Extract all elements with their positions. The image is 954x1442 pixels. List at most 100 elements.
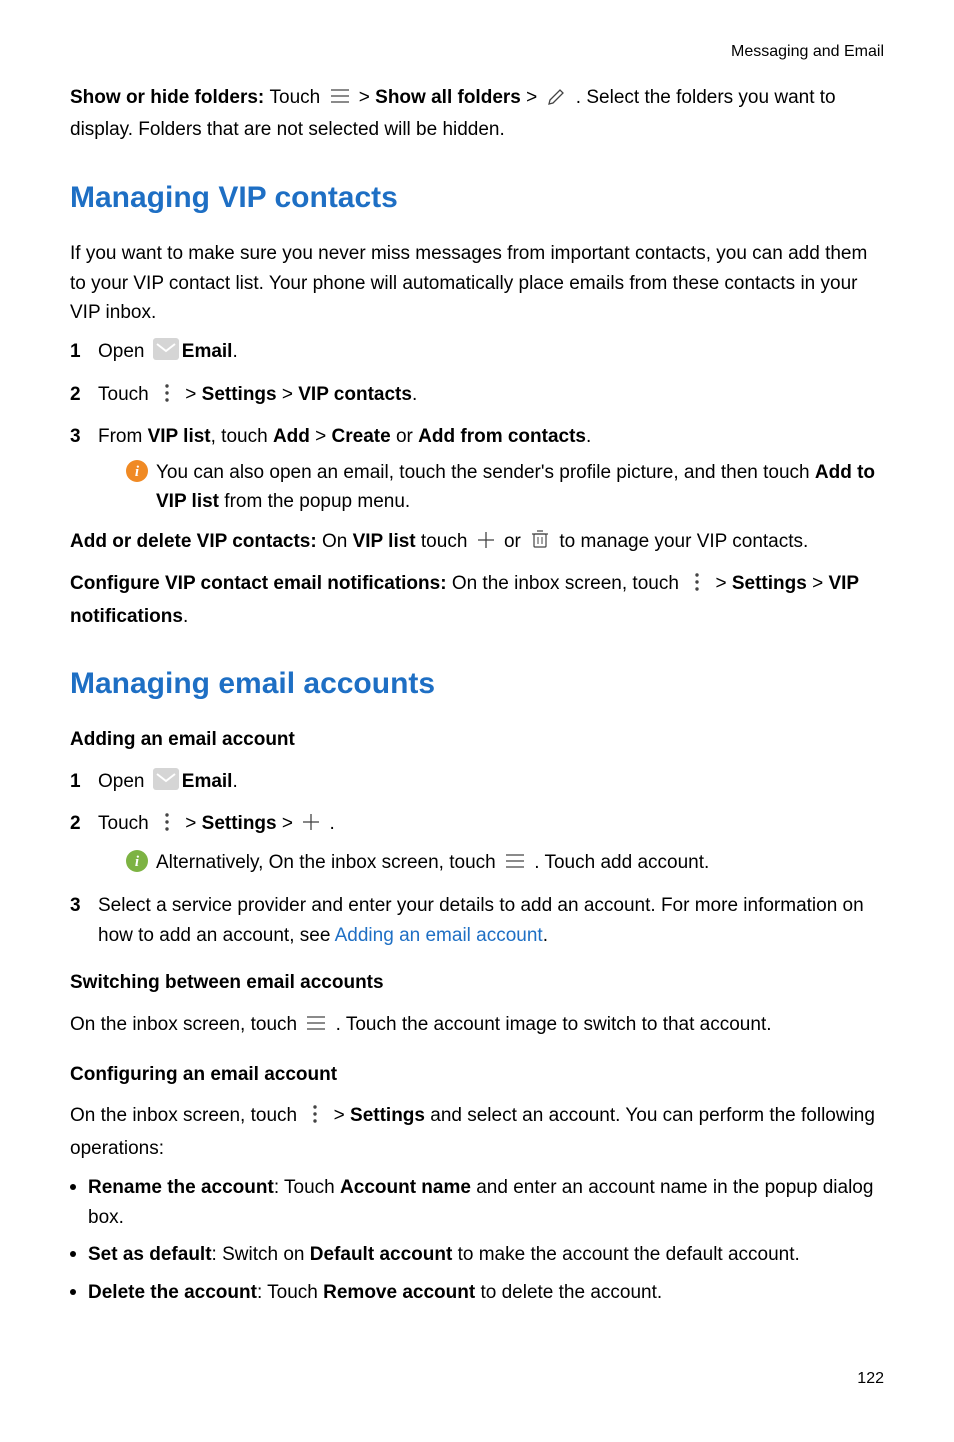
vip-step-3: From VIP list, touch Add > Create or Add… (70, 422, 884, 516)
t: Rename the account (88, 1177, 274, 1198)
menu-icon (305, 1013, 327, 1042)
menu-icon (329, 86, 351, 115)
t: > (354, 87, 376, 108)
t: . (586, 426, 591, 447)
info-icon (126, 460, 148, 491)
plus-icon (476, 530, 496, 559)
show-hide-para: Show or hide folders: Touch > Show all f… (70, 83, 884, 145)
t: You can also open an email, touch the se… (156, 462, 815, 483)
subhead-switch: Switching between email accounts (70, 968, 884, 997)
t: > (277, 384, 299, 405)
vip-tip-text: You can also open an email, touch the se… (156, 458, 884, 517)
t: Open (98, 341, 150, 362)
t: Settings (202, 813, 277, 834)
link-add-email[interactable]: Adding an email account (335, 925, 543, 946)
t: Settings (350, 1105, 425, 1126)
email-icon (153, 768, 179, 799)
t: Add (273, 426, 310, 447)
vip-step-1: Open Email. (70, 337, 884, 369)
t: Delete the account (88, 1282, 257, 1303)
t: Default account (310, 1244, 453, 1265)
more-icon (305, 1104, 325, 1133)
bullet-default: Set as default: Switch on Default accoun… (70, 1240, 884, 1269)
t: Alternatively, On the inbox screen, touc… (156, 852, 501, 873)
t: Create (332, 426, 391, 447)
bullet-rename: Rename the account: Touch Account name a… (70, 1173, 884, 1232)
t: . Touch add account. (529, 852, 709, 873)
vip-steps: Open Email. Touch > Settings > VIP conta… (70, 337, 884, 516)
bullet-delete: Delete the account: Touch Remove account… (70, 1278, 884, 1307)
t: > (180, 813, 202, 834)
vip-intro: If you want to make sure you never miss … (70, 239, 884, 327)
accounts-heading: Managing email accounts (70, 661, 884, 708)
t: > (180, 384, 202, 405)
t: Add or delete VIP contacts: (70, 531, 322, 552)
cfg-para: On the inbox screen, touch > Settings an… (70, 1101, 884, 1163)
show-hide-label: Show or hide folders: (70, 87, 270, 108)
cfg-bullets: Rename the account: Touch Account name a… (70, 1173, 884, 1307)
t: . (183, 606, 188, 627)
add-steps: Open Email. Touch > Settings > . Alterna… (70, 767, 884, 950)
t: . (324, 813, 335, 834)
t: Open (98, 771, 150, 792)
t: : Touch (274, 1177, 340, 1198)
t: : Touch (257, 1282, 323, 1303)
subhead-cfg: Configuring an email account (70, 1060, 884, 1089)
t: > (277, 813, 299, 834)
t: : Switch on (212, 1244, 310, 1265)
t: VIP list (148, 426, 211, 447)
t: or (499, 531, 526, 552)
more-icon (157, 812, 177, 841)
t: Configure VIP contact email notification… (70, 573, 452, 594)
t: VIP list (353, 531, 416, 552)
t: > (521, 87, 543, 108)
t: On the inbox screen, touch (452, 573, 684, 594)
t: . (232, 771, 237, 792)
trash-icon (529, 528, 551, 559)
t: . (543, 925, 548, 946)
t: Remove account (323, 1282, 475, 1303)
t: or (391, 426, 418, 447)
vip-configure: Configure VIP contact email notification… (70, 569, 884, 631)
t: to delete the account. (475, 1282, 662, 1303)
info-icon (126, 850, 148, 881)
add-step-1: Open Email. (70, 767, 884, 799)
t: > (710, 573, 732, 594)
t: touch (416, 531, 473, 552)
t: On the inbox screen, touch (70, 1014, 302, 1035)
t: Settings (732, 573, 807, 594)
t: Add from contacts (418, 426, 586, 447)
add-tip-text: Alternatively, On the inbox screen, touc… (156, 848, 709, 880)
email-icon (153, 338, 179, 369)
page-number: 122 (70, 1367, 884, 1392)
t: On (322, 531, 353, 552)
t: Touch (270, 87, 326, 108)
t: Show all folders (375, 87, 521, 108)
add-tip: Alternatively, On the inbox screen, touc… (126, 848, 884, 881)
t: > (328, 1105, 350, 1126)
vip-add-delete: Add or delete VIP contacts: On VIP list … (70, 527, 884, 559)
vip-step-2: Touch > Settings > VIP contacts. (70, 380, 884, 412)
t: from the popup menu. (219, 491, 410, 512)
plus-icon (301, 812, 321, 841)
t: . Touch the account image to switch to t… (330, 1014, 771, 1035)
add-step-3: Select a service provider and enter your… (70, 891, 884, 950)
t: Account name (340, 1177, 471, 1198)
t: Settings (202, 384, 277, 405)
more-icon (687, 572, 707, 601)
t: to manage your VIP contacts. (554, 531, 808, 552)
edit-icon (546, 84, 568, 115)
t: Email (182, 771, 233, 792)
add-step-2: Touch > Settings > . Alternatively, On t… (70, 809, 884, 881)
t: VIP contacts (298, 384, 412, 405)
page-header: Messaging and Email (70, 40, 884, 65)
t: From (98, 426, 148, 447)
vip-tip: You can also open an email, touch the se… (126, 458, 884, 517)
t: > (807, 573, 829, 594)
menu-icon (504, 851, 526, 880)
switch-para: On the inbox screen, touch . Touch the a… (70, 1010, 884, 1042)
subhead-add: Adding an email account (70, 725, 884, 754)
vip-heading: Managing VIP contacts (70, 175, 884, 222)
t: Set as default (88, 1244, 212, 1265)
t: . (412, 384, 417, 405)
